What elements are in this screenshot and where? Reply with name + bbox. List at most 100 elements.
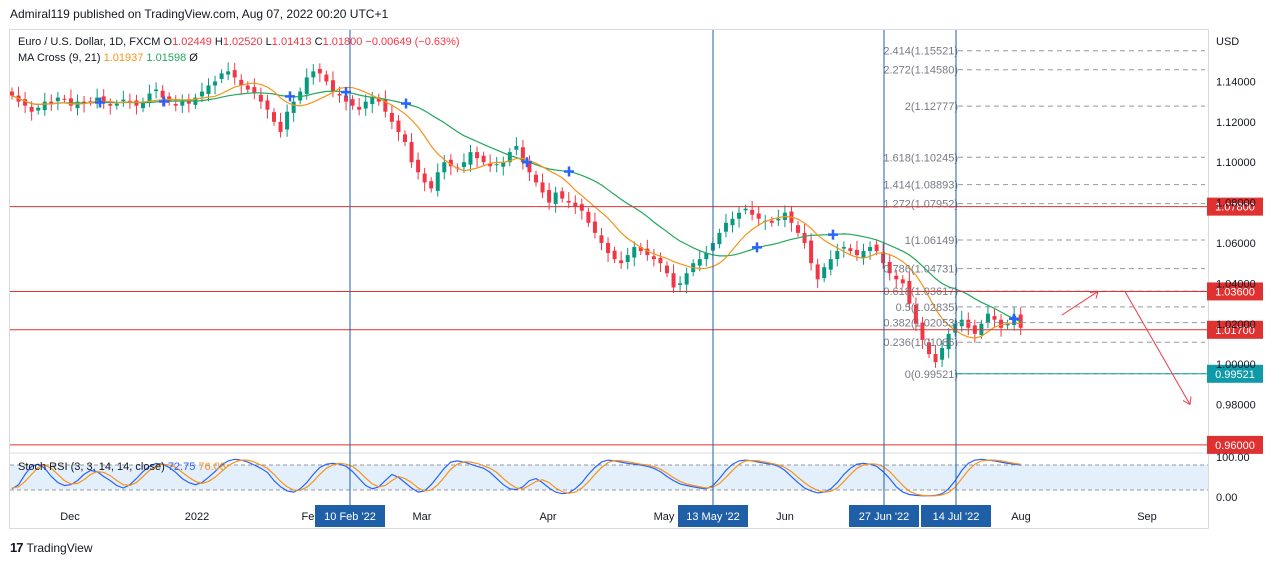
candle-body bbox=[160, 90, 165, 98]
price-level-tag bbox=[1207, 435, 1263, 454]
candle-body bbox=[645, 248, 650, 256]
candle-body bbox=[985, 313, 990, 323]
tradingview-logo[interactable]: 17 TradingView bbox=[10, 540, 93, 555]
candle-body bbox=[854, 249, 859, 256]
candle-body bbox=[638, 247, 643, 252]
x-tick-label: May bbox=[654, 511, 675, 523]
candle-body bbox=[704, 253, 709, 260]
y-tick-label: 1.06000 bbox=[1216, 238, 1256, 250]
candle-body bbox=[913, 304, 918, 324]
candle-body bbox=[416, 159, 421, 173]
candle-body bbox=[55, 97, 60, 102]
candle-body bbox=[861, 251, 866, 258]
candle-body bbox=[507, 152, 512, 163]
price-level-tag bbox=[1207, 197, 1263, 216]
candle-body bbox=[920, 322, 925, 340]
candle-body bbox=[409, 142, 414, 163]
x-tick-label: Mar bbox=[413, 511, 432, 523]
candle-body bbox=[461, 162, 466, 168]
fib-level-label: 2(1.12777) bbox=[905, 101, 958, 113]
ma-cross-marker bbox=[828, 229, 838, 240]
candle-body bbox=[68, 98, 73, 106]
candle-body bbox=[304, 77, 309, 94]
candle-body bbox=[114, 103, 119, 106]
candle-body bbox=[285, 111, 290, 130]
x-tick-label: Jun bbox=[776, 511, 794, 523]
candle-body bbox=[946, 333, 951, 350]
candle-body bbox=[730, 218, 735, 226]
candle-body bbox=[213, 81, 218, 86]
close-label: C bbox=[314, 36, 323, 48]
price-level-tag-text: 0.99521 bbox=[1215, 369, 1255, 381]
candle-body bbox=[868, 247, 873, 252]
candle-body bbox=[737, 212, 742, 219]
candle-body bbox=[383, 99, 388, 112]
candle-body bbox=[337, 93, 342, 96]
candle-body bbox=[835, 251, 840, 260]
candle-body bbox=[141, 101, 145, 109]
close-value: 1.01800 bbox=[322, 36, 363, 48]
candle-body bbox=[579, 204, 584, 211]
ma-cross-marker bbox=[341, 87, 351, 98]
candle-body bbox=[291, 101, 296, 113]
candle-body bbox=[206, 85, 211, 94]
candle-body bbox=[389, 112, 394, 122]
stoch-band bbox=[10, 465, 1208, 490]
symbol-name: Euro / U.S. Dollar, 1D, FXCM bbox=[18, 36, 161, 48]
price-level-tag-text: 1.03600 bbox=[1215, 286, 1255, 298]
tradingview-logo-icon: 17 bbox=[10, 540, 24, 555]
candle-body bbox=[776, 218, 781, 221]
projection-arrow-up-head bbox=[1089, 290, 1099, 299]
stoch-d-value: 76.08 bbox=[198, 461, 226, 473]
ma-cross-marker bbox=[401, 98, 411, 109]
candle-body bbox=[560, 191, 565, 199]
candle-body bbox=[435, 172, 440, 191]
candle-body bbox=[573, 202, 578, 207]
candle-body bbox=[514, 146, 519, 150]
candle-body bbox=[606, 242, 611, 254]
candle-body bbox=[900, 279, 905, 284]
candle-body bbox=[219, 73, 224, 80]
projection-arrow-down-line bbox=[1124, 291, 1191, 405]
candle-body bbox=[992, 316, 997, 320]
candle-body bbox=[311, 71, 316, 78]
y-tick-label: 1.04000 bbox=[1216, 278, 1256, 290]
stoch-tick-label: 0.00 bbox=[1216, 492, 1237, 504]
candle-body bbox=[841, 247, 846, 249]
candle-body bbox=[101, 96, 106, 102]
fib-level-label: 1.272(1.07952) bbox=[883, 199, 958, 211]
candle-body bbox=[10, 91, 14, 96]
y-tick-label: 1.02000 bbox=[1216, 319, 1256, 331]
ma-extra: Ø bbox=[189, 52, 198, 64]
price-level-tag bbox=[1207, 320, 1263, 339]
x-tick-label: Aug bbox=[1011, 511, 1031, 523]
ma-name: MA Cross (9, 21) bbox=[18, 52, 101, 64]
price-level-tag bbox=[1207, 282, 1263, 301]
event-date-tag bbox=[921, 505, 991, 527]
candle-body bbox=[95, 97, 100, 103]
ma-cross-marker bbox=[522, 157, 532, 168]
candle-body bbox=[245, 85, 250, 90]
candle-body bbox=[199, 91, 204, 97]
candle-body bbox=[173, 104, 178, 106]
candle-body bbox=[239, 79, 244, 86]
candle-body bbox=[658, 257, 663, 264]
ma-slow-line bbox=[11, 90, 1021, 323]
ma-cross-marker bbox=[95, 97, 105, 108]
candle-body bbox=[442, 162, 447, 173]
ma-slow-value: 1.01598 bbox=[146, 52, 187, 64]
y-tick-label: 1.14000 bbox=[1216, 76, 1256, 88]
stoch-d-line bbox=[11, 459, 1021, 497]
candle-body bbox=[619, 260, 624, 264]
candle-body bbox=[874, 244, 879, 252]
fib-level-label: 0.236(1.01086) bbox=[883, 337, 958, 349]
candle-body bbox=[62, 98, 67, 100]
candle-body bbox=[180, 101, 185, 106]
candle-body bbox=[848, 248, 853, 252]
low-label: L bbox=[265, 36, 272, 48]
candle-body bbox=[481, 155, 486, 163]
candle-body bbox=[769, 220, 774, 223]
candle-body bbox=[298, 91, 303, 101]
candle-body bbox=[822, 267, 827, 279]
